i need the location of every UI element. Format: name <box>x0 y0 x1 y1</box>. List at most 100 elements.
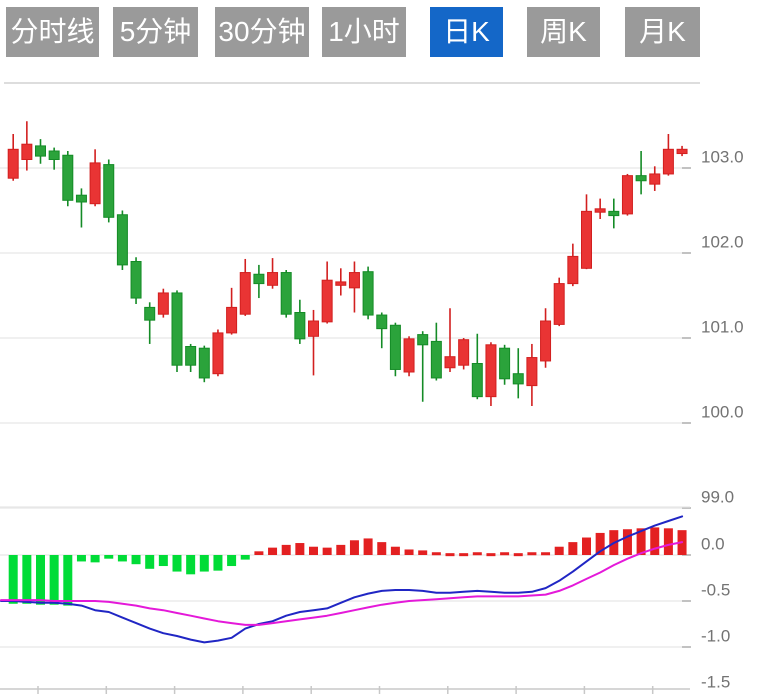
candle-body <box>376 314 388 330</box>
macd-bar-positive <box>268 547 278 555</box>
y-axis-label: -1.5 <box>701 673 730 692</box>
tab-daily-k[interactable]: 日K <box>430 7 503 57</box>
candle-body <box>635 175 647 182</box>
macd-bar-negative <box>240 555 250 560</box>
candle-body <box>212 332 224 375</box>
macd-bar-positive <box>595 532 605 555</box>
dea-line <box>0 541 684 626</box>
macd-bar-positive <box>541 552 551 556</box>
candle-body <box>198 347 210 379</box>
candle-body <box>621 175 633 215</box>
macd-bar-positive <box>418 550 428 555</box>
candle-body <box>226 306 238 334</box>
macd-bar-negative <box>8 555 18 604</box>
tab-monthly-k[interactable]: 月K <box>625 7 700 57</box>
candle-body <box>116 214 128 266</box>
candle-body <box>75 194 87 203</box>
macd-bar-positive <box>281 544 291 555</box>
macd-bar-positive <box>622 529 632 555</box>
tab-5min[interactable]: 5分钟 <box>113 7 198 57</box>
candle-body <box>594 208 606 213</box>
macd-bar-negative <box>227 555 237 567</box>
y-axis-label: -0.5 <box>701 581 730 600</box>
macd-bar-negative <box>199 555 209 572</box>
candle-body <box>444 356 456 369</box>
candle-body <box>335 281 347 286</box>
macd-bar-negative <box>22 555 32 604</box>
candle-body <box>239 272 251 315</box>
candle-body <box>458 339 470 366</box>
macd-bar-negative <box>63 555 73 606</box>
candle-body <box>430 340 442 379</box>
candle-body <box>662 148 674 175</box>
macd-bar-positive <box>336 544 346 555</box>
candle-body <box>348 272 360 289</box>
y-axis-label: 100.0 <box>701 403 744 422</box>
macd-bar-positive <box>527 552 537 556</box>
y-axis-label: 99.0 <box>701 488 734 507</box>
macd-bar-negative <box>213 555 223 571</box>
candle-body <box>417 334 429 346</box>
macd-bar-negative <box>90 555 100 563</box>
y-axis-label: -1.0 <box>701 627 730 646</box>
candle-body <box>130 261 142 299</box>
candle-body <box>676 148 688 155</box>
macd-bar-positive <box>377 542 387 555</box>
macd-bar-negative <box>49 555 59 605</box>
candle-body <box>89 162 101 205</box>
macd-bar-negative <box>76 555 86 562</box>
macd-bar-positive <box>404 549 414 555</box>
candle-body <box>21 143 33 160</box>
candle-body <box>485 344 497 398</box>
macd-bar-positive <box>431 552 441 556</box>
macd-bar-positive <box>650 527 660 555</box>
candle-body <box>35 145 46 157</box>
macd-bar-positive <box>349 540 359 555</box>
candle-body <box>403 338 415 373</box>
candle-body <box>267 272 279 286</box>
macd-bar-negative <box>158 555 168 567</box>
macd-bar-positive <box>568 542 578 555</box>
candle-body <box>526 357 538 387</box>
macd-bar-positive <box>636 528 646 555</box>
candle-body <box>157 292 169 315</box>
candle-body <box>171 292 183 366</box>
macd-bar-positive <box>254 551 264 555</box>
macd-bar-negative <box>145 555 155 569</box>
candle-body <box>471 363 483 398</box>
tab-1hour[interactable]: 1小时 <box>322 7 406 57</box>
timeframe-tabbar: 分时线 5分钟 30分钟 1小时 日K 周K 月K <box>0 0 762 64</box>
dif-line <box>0 515 684 644</box>
candle-body <box>321 279 333 323</box>
candle-body <box>253 273 265 285</box>
macd-bar-negative <box>186 555 196 575</box>
candle-body <box>103 164 115 218</box>
y-axis-label: 103.0 <box>701 148 744 167</box>
y-axis-label: 102.0 <box>701 233 744 252</box>
tab-30min[interactable]: 30分钟 <box>215 7 309 57</box>
macd-bar-positive <box>513 553 523 557</box>
macd-bar-negative <box>172 555 182 572</box>
macd-bar-positive <box>390 546 400 555</box>
candle-body <box>7 148 19 179</box>
candle-body <box>185 346 197 366</box>
macd-bar-negative <box>131 555 141 565</box>
macd-bar-positive <box>309 546 318 555</box>
macd-bar-positive <box>663 528 673 555</box>
macd-bar-positive <box>500 552 510 556</box>
tab-weekly-k[interactable]: 周K <box>527 7 600 57</box>
tab-time-line[interactable]: 分时线 <box>6 7 99 57</box>
candle-body <box>362 271 374 316</box>
macd-bar-positive <box>459 553 469 557</box>
macd-bar-positive <box>363 538 373 555</box>
candle-body <box>649 173 661 185</box>
candle-body <box>608 210 620 217</box>
candle-body <box>294 312 306 340</box>
candle-body <box>540 320 552 362</box>
candle-body <box>144 306 156 321</box>
macd-bar-positive <box>486 553 496 557</box>
macd-bar-negative <box>104 555 114 559</box>
macd-bar-positive <box>295 543 305 555</box>
